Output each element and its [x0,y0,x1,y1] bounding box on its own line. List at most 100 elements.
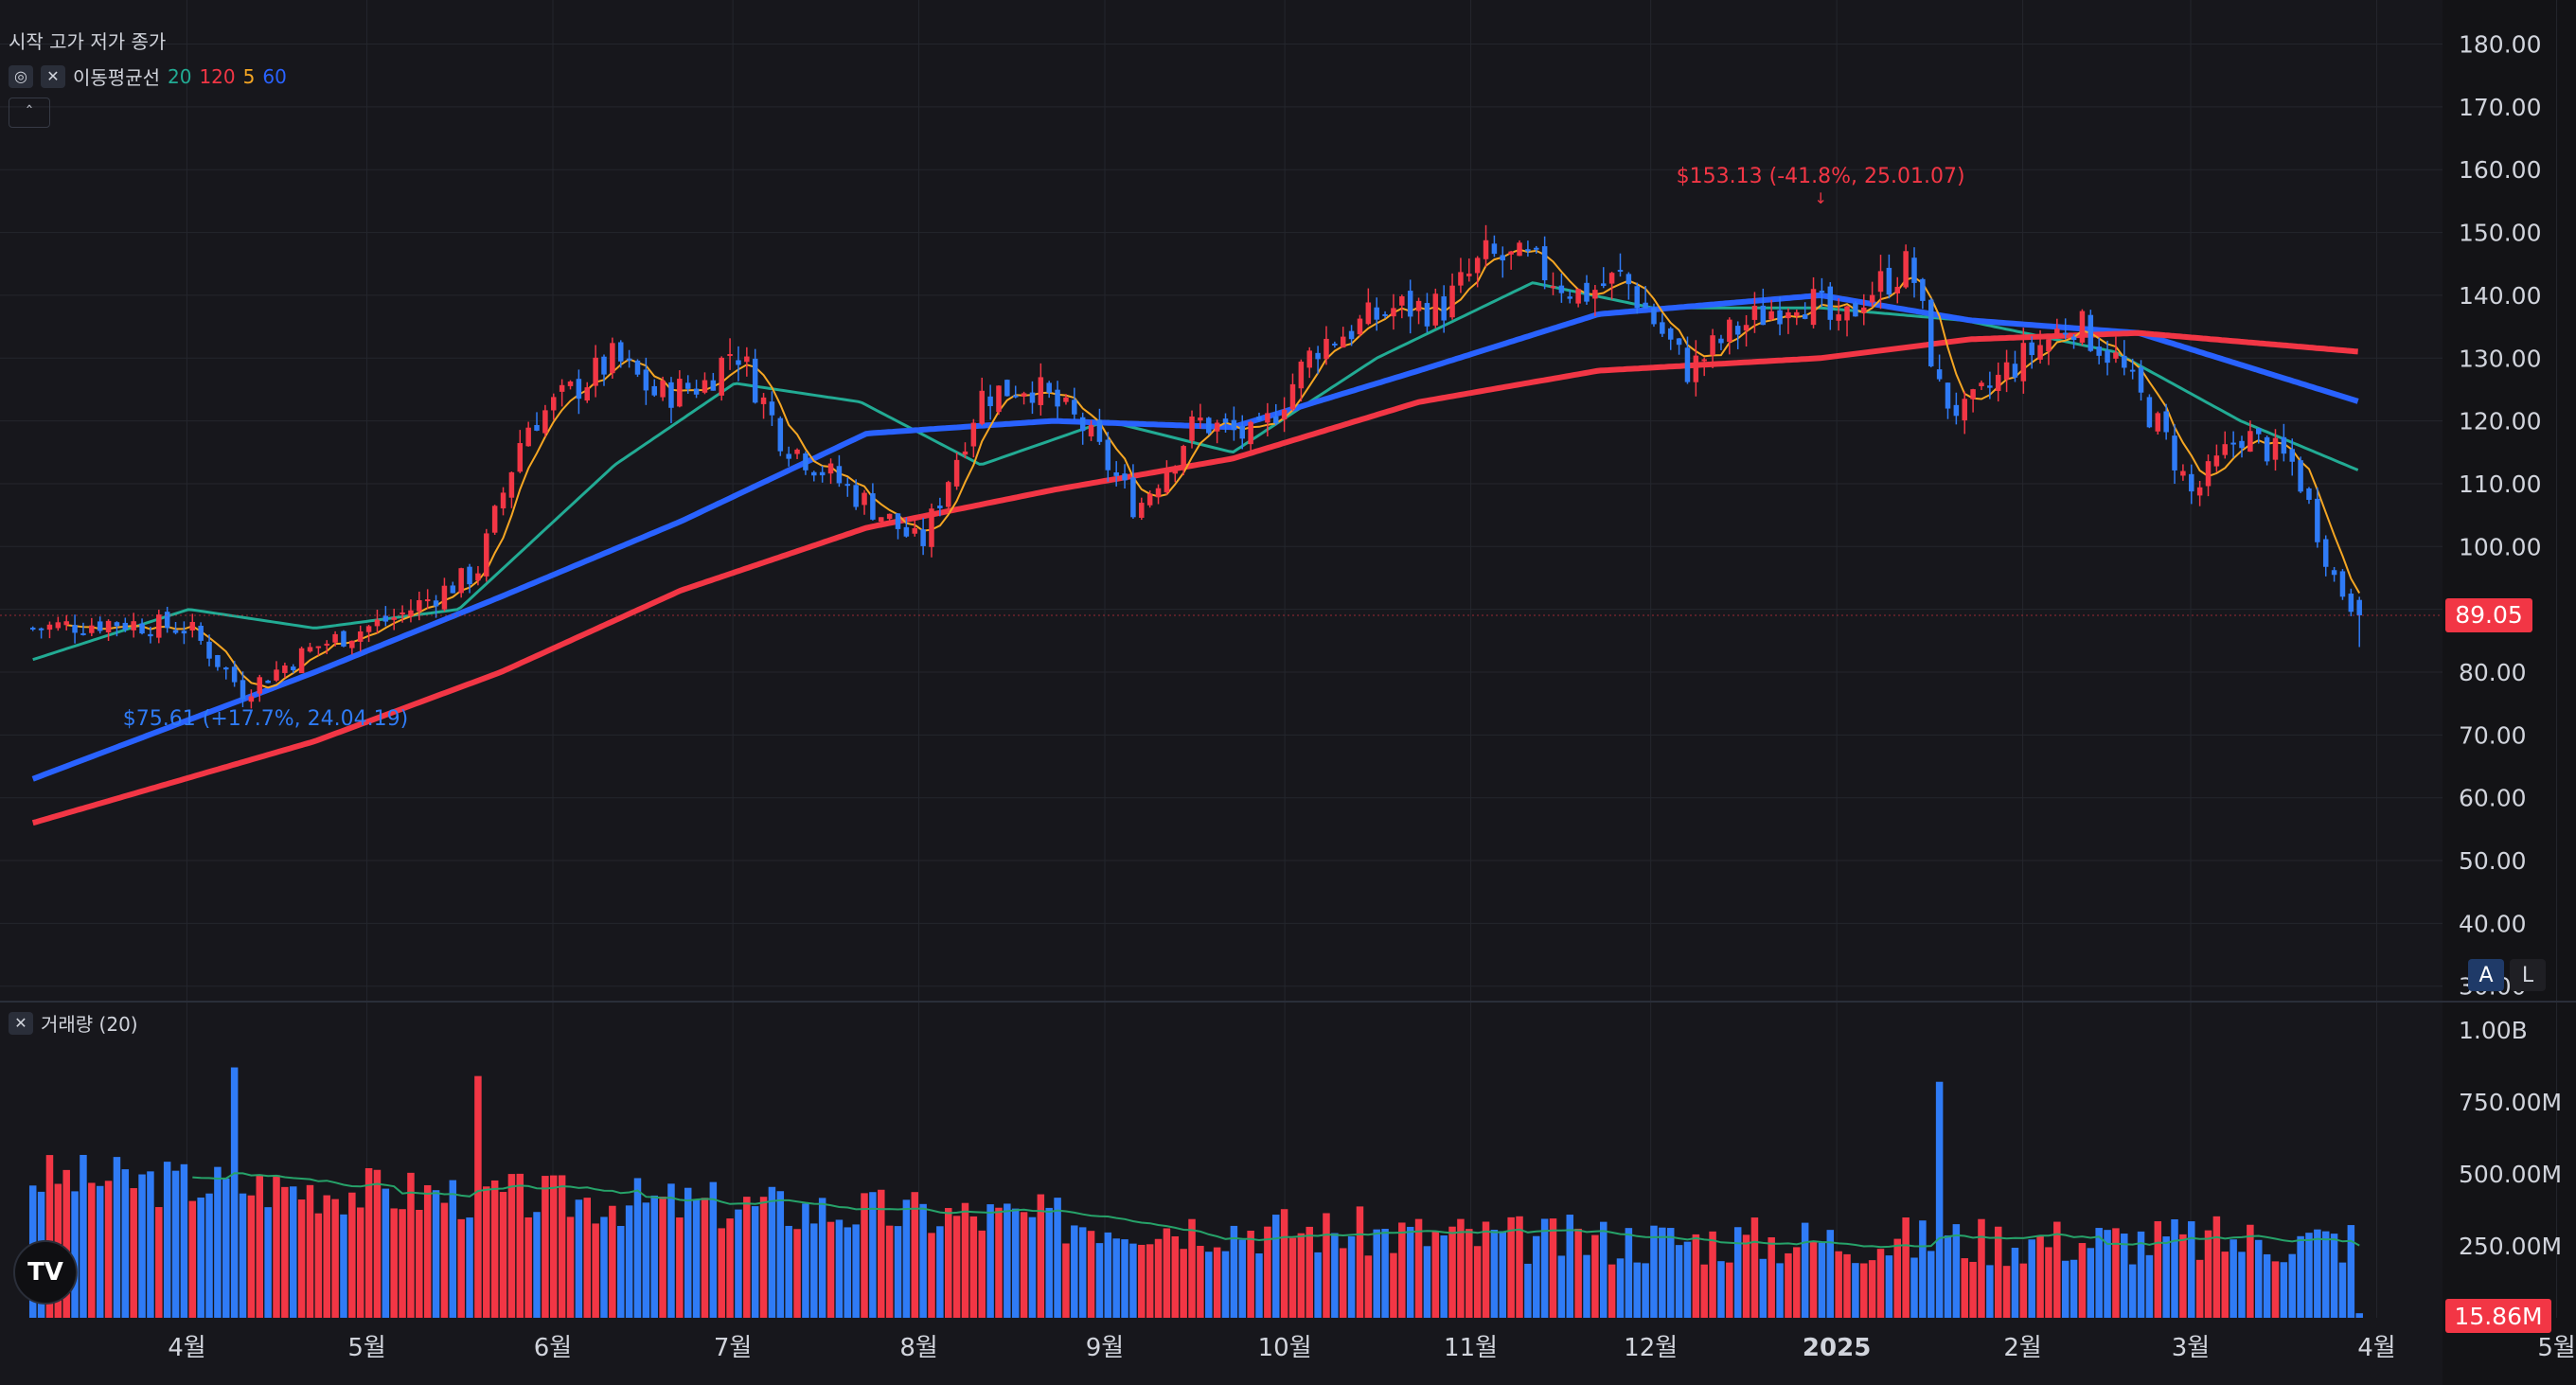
volume-bar [1516,1216,1523,1318]
volume-bar [726,1218,734,1318]
candle-body [1920,278,1926,301]
candle-body [962,451,968,455]
candle-body [1391,308,1396,317]
candle-body [1340,336,1346,348]
collapse-button[interactable]: ˆ [9,98,50,128]
candle-body [1517,242,1522,257]
candle-body [2163,411,2169,433]
candle-body [2003,362,2010,380]
candle-body [1785,311,1791,319]
volume-bar [1331,1233,1339,1318]
candle-body [617,342,624,362]
candle-body [786,453,791,459]
candle-body [1382,313,1388,316]
candle-body [248,696,255,702]
volume-bar [1163,1228,1171,1318]
auto-scale-button[interactable]: A [2468,959,2504,991]
volume-bar [1944,1234,1952,1318]
volume-bar [457,1218,465,1318]
volume-bar [1733,1227,1742,1318]
candle-body [332,633,338,643]
volume-bar [2070,1259,2078,1318]
volume-bar [936,1226,944,1318]
volume-bar [1104,1232,1112,1318]
candle-body [114,622,120,627]
close-icon[interactable]: ✕ [9,1011,33,1035]
volume-bar [230,1067,239,1318]
volume-bar [214,1166,222,1318]
candle-body [1306,350,1312,368]
candle-body [777,417,784,452]
volume-bar [1356,1206,1364,1318]
candle-body [189,621,196,631]
candle-body [836,466,843,484]
volume-bar [650,1195,658,1318]
volume-bar [440,1202,449,1318]
volume-bar [2355,1313,2363,1318]
close-icon[interactable]: ✕ [41,64,65,88]
candle-body [1734,326,1741,335]
volume-bar [2221,1252,2230,1318]
price-tick-label: 170.00 [2459,94,2541,121]
volume-bar [113,1157,121,1318]
candle-body [72,625,78,633]
volume-bar [1448,1226,1456,1318]
candle-body [1365,302,1372,325]
volume-bar [1323,1213,1330,1318]
candle-body [1198,417,1203,421]
volume-bar [121,1169,130,1318]
volume-bar [490,1180,499,1318]
volume-bar [80,1154,87,1318]
volume-bar [197,1197,204,1318]
candle-body [307,647,313,652]
volume-bar [2212,1216,2221,1318]
candle-body [206,641,212,659]
volume-bar [1793,1247,1801,1318]
volume-bar [1801,1222,1809,1318]
candle-body [879,517,884,523]
candle-body [752,358,758,403]
volume-bar [1868,1260,1876,1318]
volume-bar [1961,1258,1968,1318]
candle-body [365,626,372,632]
candle-body [1079,417,1086,432]
log-scale-button[interactable]: L [2510,959,2546,991]
candle-body [1751,306,1758,320]
volume-bar [1994,1226,2002,1318]
volume-bar [1675,1245,1683,1318]
volume-bar [399,1209,406,1318]
candle-body [1315,352,1321,360]
volume-tick-label: 750.00M [2459,1089,2562,1116]
volume-bar [130,1188,137,1318]
volume-bar [1154,1238,1163,1318]
candle-body [1265,413,1270,423]
candle-body [2196,487,2203,496]
volume-bar [373,1169,382,1318]
candle-body [1289,383,1296,410]
volume-bar [2078,1243,2087,1318]
volume-bar [1406,1226,1414,1318]
volume-bar [356,1207,364,1318]
tradingview-logo[interactable]: TV [13,1240,78,1305]
candle-body [458,568,464,594]
candle-body [491,506,498,533]
volume-bar [1709,1231,1716,1318]
time-tick-label: 11월 [1444,1334,1498,1362]
volume-bar [1986,1265,1994,1318]
volume-bar [751,1206,759,1318]
candle-body [2046,339,2052,351]
eye-off-icon[interactable]: ◎ [9,64,33,88]
candle-body [626,358,632,361]
volume-bar [1490,1230,1499,1318]
candle-body [1491,243,1498,255]
volume-bar [2330,1234,2338,1318]
candle-body [1794,311,1800,316]
candle-body [1979,382,1984,386]
candle-body [996,385,1002,413]
candle-body [38,628,44,630]
candle-body [744,356,750,363]
candle-body [89,625,95,633]
candle-body [223,667,229,670]
volume-bar [1616,1258,1625,1318]
